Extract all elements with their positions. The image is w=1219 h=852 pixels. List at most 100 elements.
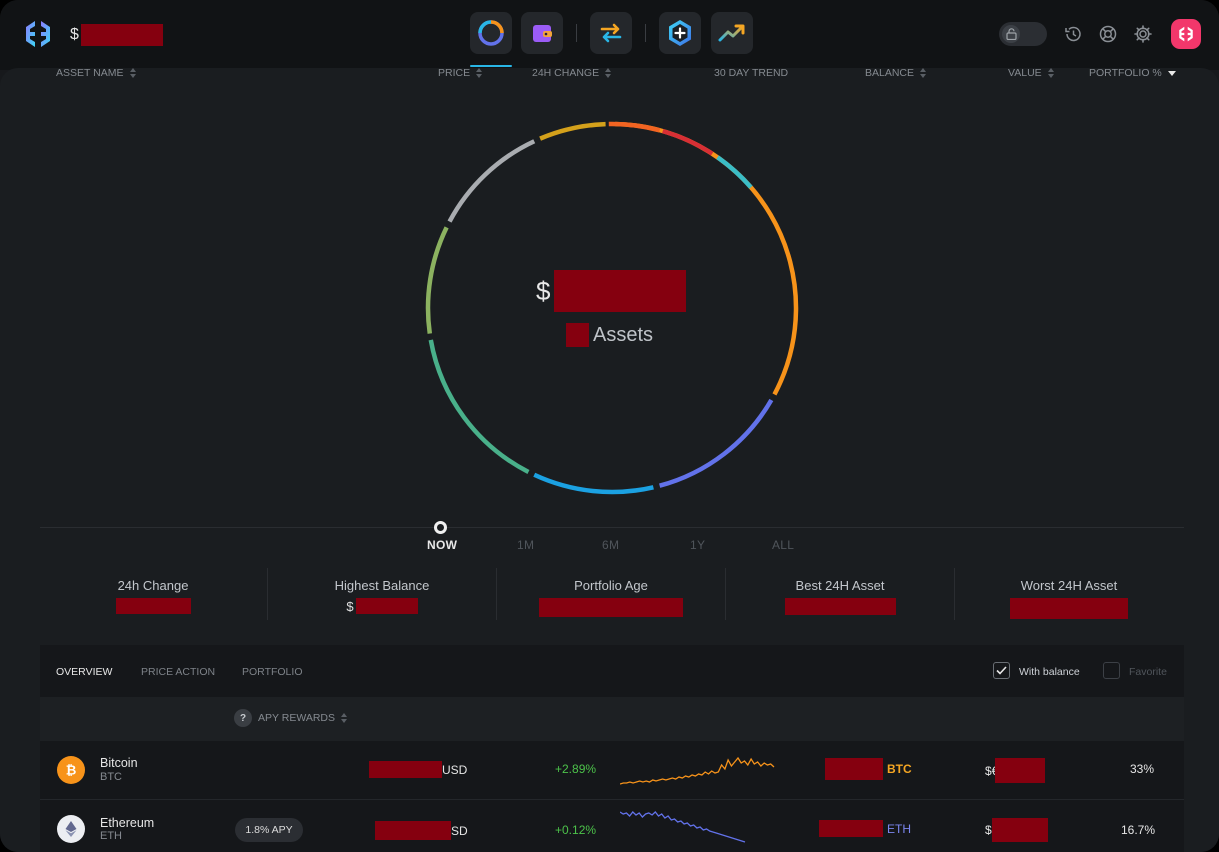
donut-segment[interactable]: [662, 128, 714, 156]
portfolio-donut-chart[interactable]: [420, 116, 804, 500]
asset-24h-change: +2.89%: [555, 762, 597, 776]
bitcoin-icon: ₿: [57, 756, 85, 784]
stat-divider: [725, 568, 726, 620]
redacted-price: [375, 821, 451, 840]
col-label: VALUE: [1008, 67, 1042, 79]
nav-separator: [645, 24, 646, 42]
table-tabs: OVERVIEW PRICE ACTION PORTFOLIO With bal…: [40, 645, 1184, 697]
col-label: BALANCE: [865, 67, 915, 79]
add-app-hexagon-icon: [669, 20, 691, 46]
donut-segment[interactable]: [608, 121, 661, 133]
col-portfolio-percent[interactable]: PORTFOLIO %: [1089, 67, 1176, 79]
range-6m[interactable]: 6M: [602, 538, 620, 552]
exodus-logo-icon[interactable]: [22, 18, 54, 50]
settings-gear-icon[interactable]: [1133, 24, 1153, 44]
redacted-value: [539, 598, 683, 617]
asset-portfolio-percent: 33%: [1130, 762, 1155, 776]
redacted-balance: [80, 24, 163, 46]
range-1y[interactable]: 1Y: [690, 538, 706, 552]
donut-segment[interactable]: [533, 472, 654, 495]
asset-price: SD: [375, 821, 468, 840]
donut-segment[interactable]: [615, 121, 799, 396]
nav-exchange-button[interactable]: [590, 12, 632, 54]
timeline-marker[interactable]: [434, 521, 447, 534]
stat-label: Highest Balance: [334, 578, 430, 593]
donut-segment[interactable]: [539, 121, 606, 141]
redacted-price: [369, 761, 442, 778]
col-label: 30 DAY TREND: [714, 67, 789, 79]
trend-sparkline: [620, 756, 775, 785]
tab-overview[interactable]: OVERVIEW: [56, 666, 113, 678]
donut-segment[interactable]: [428, 339, 530, 474]
table-header: [40, 697, 1184, 741]
wallet-icon: [533, 25, 552, 42]
lock-toggle[interactable]: [999, 22, 1047, 46]
stat-label: Portfolio Age: [574, 578, 648, 593]
help-icon[interactable]: ?: [234, 709, 252, 727]
svg-text:₿: ₿: [66, 764, 77, 779]
col-value[interactable]: VALUE: [1008, 67, 1055, 79]
assets-count: Assets: [566, 323, 653, 347]
stat-label: Best 24H Asset: [795, 578, 885, 593]
redacted-value: [784, 598, 896, 615]
nav-wallet-button[interactable]: [521, 12, 563, 54]
sort-icon: [605, 68, 612, 78]
stat-label: Worst 24H Asset: [1020, 578, 1118, 593]
col-24h-change[interactable]: 24H CHANGE: [532, 67, 612, 79]
col-label: PRICE: [438, 67, 471, 79]
with-balance-checkbox[interactable]: [993, 662, 1010, 679]
col-asset-name[interactable]: ASSET NAME: [56, 67, 137, 79]
exchange-arrows-icon: [600, 23, 622, 43]
with-balance-label[interactable]: With balance: [1019, 666, 1080, 678]
balance-unit: BTC: [887, 762, 912, 776]
asset-24h-change: +0.12%: [555, 823, 597, 837]
ethereum-icon: [57, 815, 85, 843]
header-balance: $: [70, 24, 163, 46]
col-apy-rewards[interactable]: ? APY REWARDS: [234, 709, 348, 727]
asset-name: Bitcoin: [100, 756, 138, 770]
range-now[interactable]: NOW: [427, 538, 458, 552]
redacted-value: [995, 758, 1045, 783]
stat-best-24h-asset: Best 24H Asset: [726, 578, 954, 615]
range-all[interactable]: ALL: [772, 538, 795, 552]
exodus-avatar-icon: [1179, 26, 1193, 42]
support-lifebuoy-icon[interactable]: [1098, 24, 1118, 44]
nav-trending-button[interactable]: [711, 12, 753, 54]
donut-segment[interactable]: [425, 226, 449, 334]
apy-badge[interactable]: 1.8% APY: [235, 818, 303, 842]
asset-value: $€: [985, 758, 1045, 783]
redacted-balance: [825, 758, 883, 780]
redacted-value: [1010, 598, 1128, 619]
stat-label: 24h Change: [117, 578, 189, 593]
tab-price-action[interactable]: PRICE ACTION: [141, 666, 216, 678]
trending-up-icon: [718, 24, 745, 42]
currency-symbol: $: [70, 26, 79, 43]
redacted-value: [355, 598, 418, 614]
favorite-label[interactable]: Favorite: [1129, 666, 1167, 678]
col-balance[interactable]: BALANCE: [865, 67, 927, 79]
col-label: APY REWARDS: [258, 712, 336, 724]
favorite-checkbox[interactable]: [1103, 662, 1120, 679]
stat-highest-balance: Highest Balance $: [268, 578, 496, 614]
table-row[interactable]: Ethereum ETH 1.8% APY SD +0.12% ETH $ 16…: [40, 800, 1184, 852]
nav-portfolio-button[interactable]: [470, 12, 512, 67]
asset-value: $: [985, 818, 1048, 842]
stat-portfolio-age: Portfolio Age: [497, 578, 725, 617]
history-icon[interactable]: [1063, 24, 1083, 44]
redacted-total: [554, 270, 687, 312]
profile-avatar[interactable]: [1171, 19, 1201, 49]
nav-apps-button[interactable]: [659, 12, 701, 54]
tab-portfolio[interactable]: PORTFOLIO: [242, 666, 303, 678]
table-row[interactable]: ₿ Bitcoin BTC USD +2.89% BTC $€ 33%: [40, 740, 1184, 800]
col-label: PORTFOLIO %: [1089, 67, 1162, 79]
range-1m[interactable]: 1M: [517, 538, 535, 552]
nav-separator: [576, 24, 577, 42]
col-price[interactable]: PRICE: [438, 67, 483, 79]
donut-segment[interactable]: [716, 155, 753, 189]
sort-icon: [476, 68, 483, 78]
donut-segment[interactable]: [659, 398, 774, 488]
donut-segment[interactable]: [447, 139, 536, 223]
asset-name: Ethereum: [100, 816, 155, 830]
checkmark-icon: [996, 666, 1007, 675]
value-prefix: $€: [985, 763, 995, 778]
